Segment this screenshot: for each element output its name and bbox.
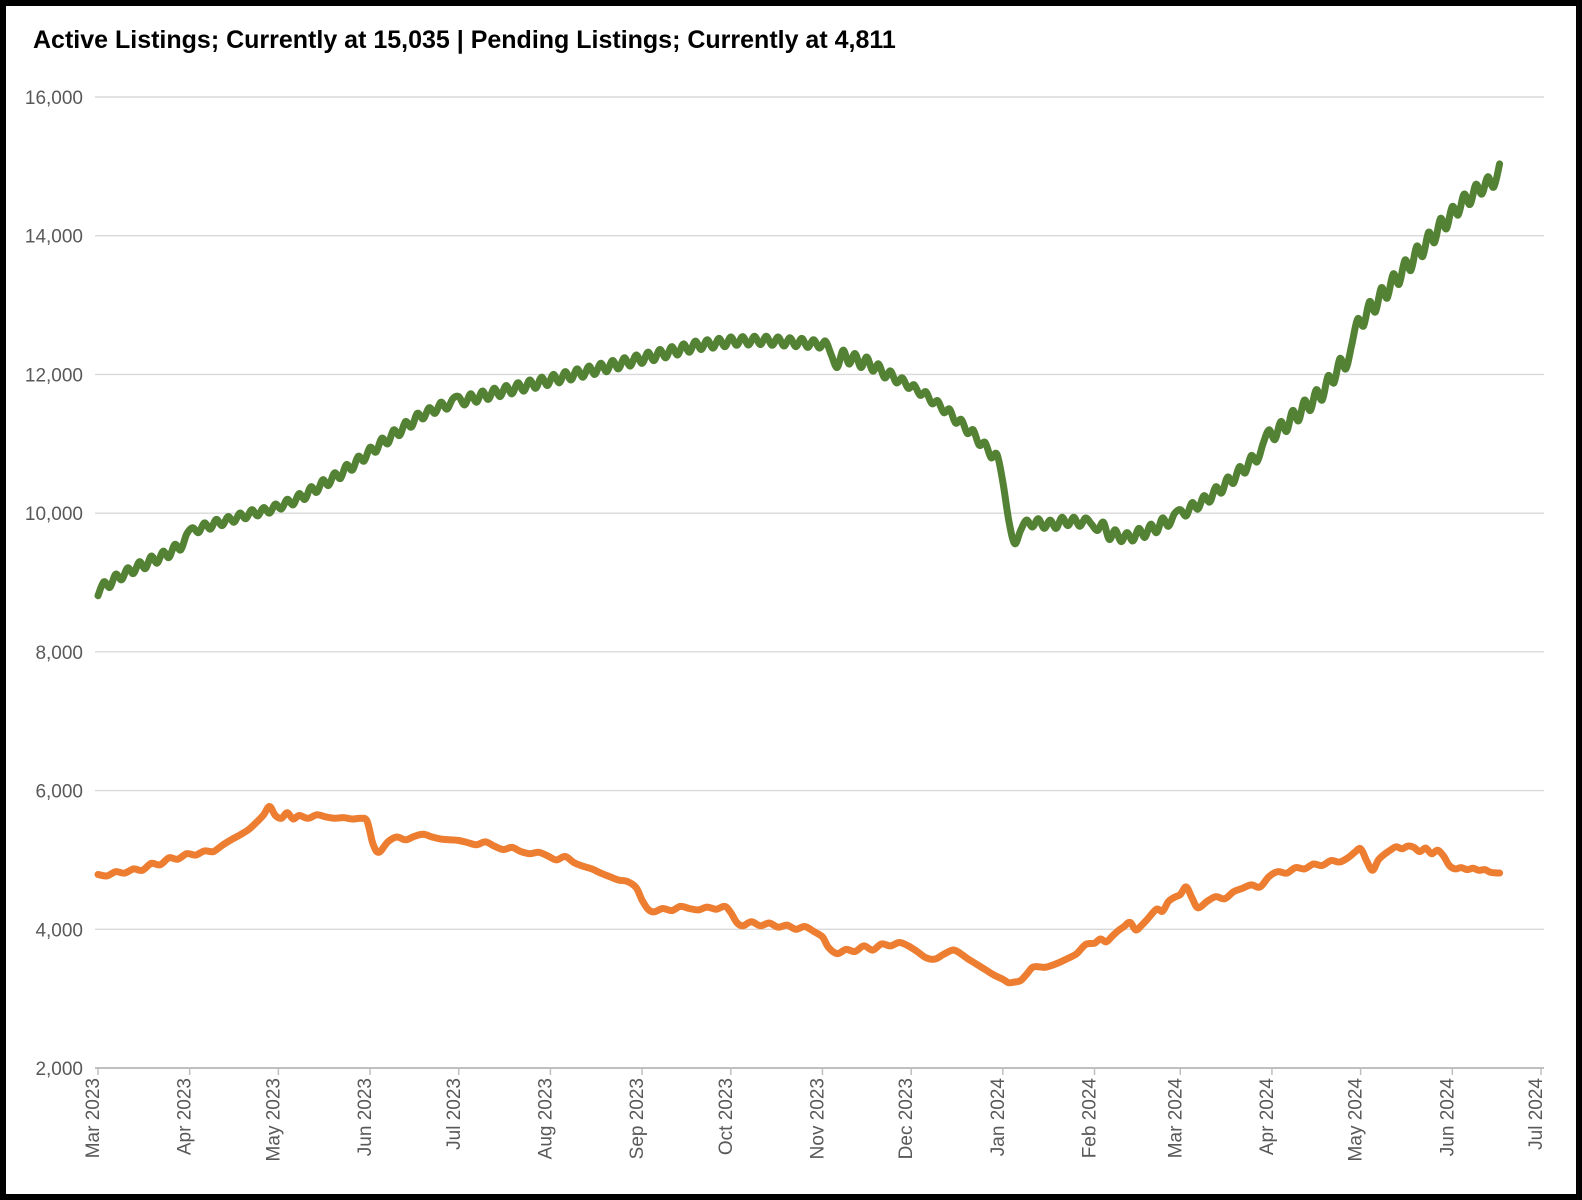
x-axis-label: Mar 2024 [1165,1078,1186,1159]
y-axis-label: 4,000 [35,920,83,941]
x-axis-label: Mar 2023 [83,1078,104,1158]
x-axis-label: Apr 2023 [175,1078,196,1155]
x-axis-label: Aug 2023 [535,1078,556,1159]
x-axis-label: Jun 2023 [355,1078,376,1156]
pending-listings-line [94,803,1504,987]
y-axis-label: 16,000 [25,88,83,109]
y-axis-label: 6,000 [35,782,83,803]
x-axis-label: May 2023 [263,1078,284,1161]
x-axis-label: Jan 2024 [988,1078,1009,1157]
x-axis-label: Dec 2023 [896,1078,917,1159]
x-axis-label: Apr 2024 [1257,1078,1278,1156]
x-axis-label: Jun 2024 [1437,1078,1458,1157]
x-axis-label: May 2024 [1346,1078,1367,1162]
chart-title: Active Listings; Currently at 15,035 | P… [33,26,896,54]
y-axis-label: 8,000 [35,643,83,664]
y-axis-label: 2,000 [35,1059,83,1080]
x-axis-label: Jul 2024 [1526,1078,1547,1150]
line-chart-plot-area: 2,000 4,000 6,000 8,000 10,000 12,000 14,000 16… [25,88,1547,1162]
active-listings-line [94,160,1504,600]
x-axis-label: Jul 2023 [444,1078,465,1150]
x-axis-label: Oct 2023 [716,1078,737,1155]
y-axis-label: 12,000 [25,365,83,386]
x-axis-label: Feb 2024 [1079,1078,1100,1159]
x-axis-label: Nov 2023 [807,1078,828,1159]
y-axis-label: 10,000 [25,504,83,525]
y-axis-label: 14,000 [25,227,83,248]
x-axis-label: Sep 2023 [627,1078,648,1159]
